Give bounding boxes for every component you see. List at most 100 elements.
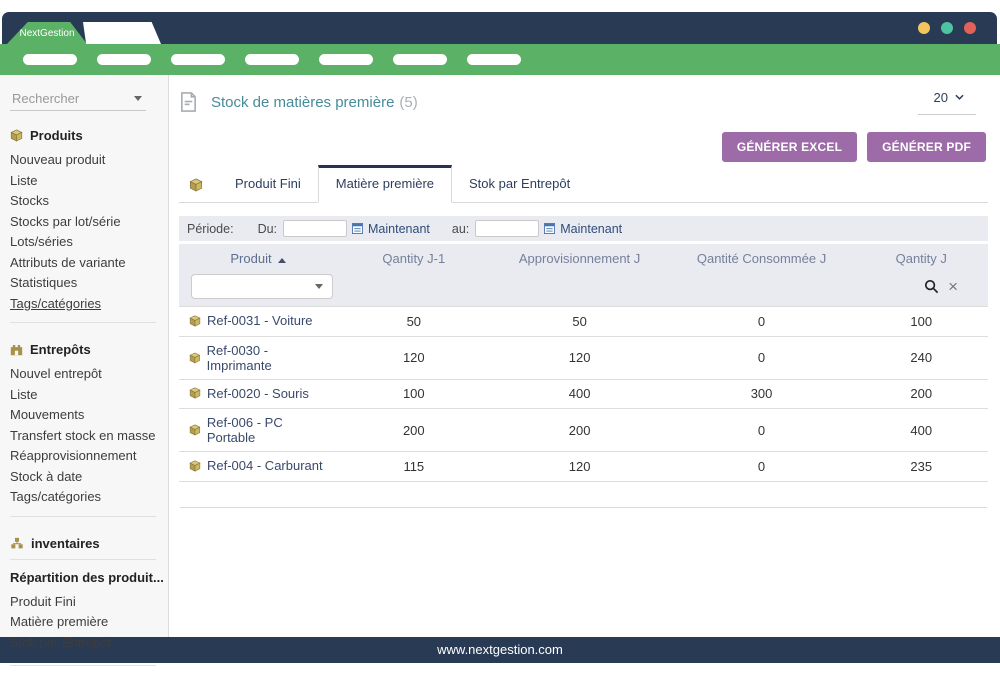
- period-du-label: Du:: [257, 221, 278, 236]
- sidebar-divider: [10, 322, 156, 323]
- sidebar-item-liste-entrepots[interactable]: Liste: [10, 386, 38, 402]
- section-title: Produits: [30, 128, 83, 143]
- nav-pill: [23, 54, 77, 65]
- sidebar: Rechercher Produits Nouveau produit List…: [0, 75, 169, 666]
- sidebar-item-nouvel-entrepot[interactable]: Nouvel entrepôt: [10, 366, 102, 381]
- window-dot-teal-icon: [941, 22, 953, 34]
- cell-qty-j: 400: [854, 408, 988, 452]
- period-au-now-link[interactable]: Maintenant: [560, 221, 623, 236]
- period-au-input[interactable]: [475, 220, 540, 237]
- footer-url: www.nextgestion.com: [437, 642, 563, 657]
- chevron-down-icon: [955, 94, 964, 100]
- sidebar-item-lots-series[interactable]: Lots/séries: [10, 234, 73, 249]
- generate-excel-button[interactable]: GÉNÉRER EXCEL: [721, 132, 858, 162]
- column-header-approvisionnement-j[interactable]: Approvisionnement J: [518, 251, 641, 266]
- table-header-row: Produit Qantity J-1 Approvisionnement J …: [179, 244, 988, 272]
- period-du-input[interactable]: [283, 220, 348, 237]
- window-titlebar: NextGestion: [2, 12, 997, 44]
- cell-qty-j1: 115: [337, 451, 491, 482]
- package-icon: [189, 424, 201, 436]
- section-title: inventaires: [31, 535, 100, 551]
- top-nav-bar: [0, 44, 1000, 75]
- tab-produit-fini[interactable]: Produit Fini: [235, 176, 301, 191]
- sidebar-item-tags-categories-produits[interactable]: Tags/catégories: [10, 295, 102, 311]
- sidebar-item-produit-fini[interactable]: Produit Fini: [10, 593, 76, 609]
- product-link[interactable]: Ref-006 - PC Portable: [189, 415, 333, 445]
- ghost-tab: [83, 22, 161, 44]
- blocks-icon: [11, 537, 23, 548]
- cell-appro: 50: [490, 306, 669, 337]
- stock-table: Produit Qantity J-1 Approvisionnement J …: [179, 244, 988, 482]
- cell-appro: 400: [490, 379, 669, 409]
- chevron-down-icon: [134, 96, 142, 101]
- column-header-qantity-j[interactable]: Qantity J: [895, 251, 947, 266]
- main-panel: Stock de matières première (5) 20 GÉNÉRE…: [169, 75, 1000, 637]
- nav-pill: [171, 54, 225, 65]
- sidebar-item-stock-a-date[interactable]: Stock à date: [10, 468, 83, 484]
- cell-conso: 300: [668, 379, 855, 409]
- table-filter-row: ×: [179, 272, 988, 307]
- sidebar-item-mouvements[interactable]: Mouvements: [10, 407, 85, 422]
- cell-conso: 0: [668, 408, 855, 452]
- sidebar-item-liste-produits[interactable]: Liste: [10, 172, 38, 188]
- section-title: Répartition des produit...: [10, 569, 164, 585]
- page-title: Stock de matières première: [211, 93, 395, 111]
- sidebar-item-attributs-variante[interactable]: Attributs de variante: [10, 254, 126, 270]
- calendar-icon[interactable]: [544, 223, 556, 234]
- sidebar-item-stok-par-entrepot[interactable]: Stok par Entrepôt: [10, 634, 112, 650]
- sidebar-item-matiere-premiere[interactable]: Matière première: [10, 614, 109, 629]
- sidebar-section-inventaires: inventaires: [10, 536, 168, 551]
- sidebar-item-stocks-lot-serie[interactable]: Stocks par lot/série: [10, 213, 121, 229]
- sidebar-item-transfert-stock[interactable]: Transfert stock en masse: [10, 427, 156, 443]
- table-row: Ref-006 - PC Portable 200 200 0 400: [179, 408, 988, 452]
- cell-qty-j1: 120: [337, 336, 491, 380]
- generate-pdf-button[interactable]: GÉNÉRER PDF: [867, 132, 986, 162]
- product-link[interactable]: Ref-004 - Carburant: [189, 458, 323, 473]
- tab-matiere-premiere[interactable]: Matière première: [317, 165, 453, 203]
- cell-qty-j1: 100: [337, 379, 491, 409]
- package-icon: [189, 178, 203, 192]
- cell-qty-j: 100: [854, 306, 988, 337]
- cell-conso: 0: [668, 336, 855, 380]
- cell-qty-j: 200: [854, 379, 988, 409]
- table-row: Ref-004 - Carburant 115 120 0 235: [179, 451, 988, 482]
- cell-qty-j: 235: [854, 451, 988, 482]
- sidebar-divider: [10, 515, 156, 517]
- clear-filter-icon[interactable]: ×: [948, 276, 958, 296]
- nav-pill: [97, 54, 151, 65]
- cell-appro: 120: [490, 451, 669, 482]
- sidebar-item-reapprovisionnement[interactable]: Réapprovisionnement: [10, 448, 137, 463]
- search-placeholder: Rechercher: [12, 91, 80, 106]
- table-row: Ref-0020 - Souris 100 400 300 200: [179, 379, 988, 409]
- calendar-icon[interactable]: [352, 223, 364, 234]
- column-header-qantity-j1[interactable]: Qantity J-1: [382, 251, 446, 266]
- window-dot-red-icon: [964, 22, 976, 34]
- search-icon[interactable]: [924, 279, 939, 294]
- cell-qty-j1: 50: [337, 306, 491, 337]
- nav-pill: [467, 54, 521, 65]
- sidebar-divider: [10, 665, 156, 666]
- package-icon: [189, 314, 201, 327]
- page-size-select[interactable]: 20: [917, 90, 976, 115]
- tab-stok-par-entrepot[interactable]: Stok par Entrepôt: [469, 176, 571, 191]
- sidebar-search-select[interactable]: Rechercher: [10, 87, 146, 111]
- cell-conso: 0: [668, 451, 855, 482]
- package-icon: [189, 387, 201, 399]
- period-du-now-link[interactable]: Maintenant: [368, 221, 430, 236]
- column-header-produit[interactable]: Produit: [179, 244, 337, 272]
- product-link[interactable]: Ref-0020 - Souris: [189, 386, 309, 401]
- product-link[interactable]: Ref-0031 - Voiture: [189, 313, 313, 328]
- package-icon: [10, 129, 23, 142]
- sidebar-item-statistiques[interactable]: Statistiques: [10, 275, 78, 290]
- column-header-qantite-consommee-j[interactable]: Qantité Consommée J: [696, 251, 827, 266]
- cell-appro: 120: [490, 336, 669, 380]
- nav-pill: [245, 54, 299, 65]
- product-filter-select[interactable]: [191, 274, 333, 299]
- sidebar-item-nouveau-produit[interactable]: Nouveau produit: [10, 152, 106, 167]
- product-link[interactable]: Ref-0030 - Imprimante: [189, 343, 333, 373]
- sidebar-item-tags-categories-entrepots[interactable]: Tags/catégories: [10, 489, 102, 504]
- sidebar-section-entrepots: Entrepôts: [10, 342, 168, 357]
- table-footer-divider: [180, 482, 987, 508]
- sidebar-item-stocks[interactable]: Stocks: [10, 193, 50, 208]
- footer-bar: www.nextgestion.com: [0, 637, 1000, 663]
